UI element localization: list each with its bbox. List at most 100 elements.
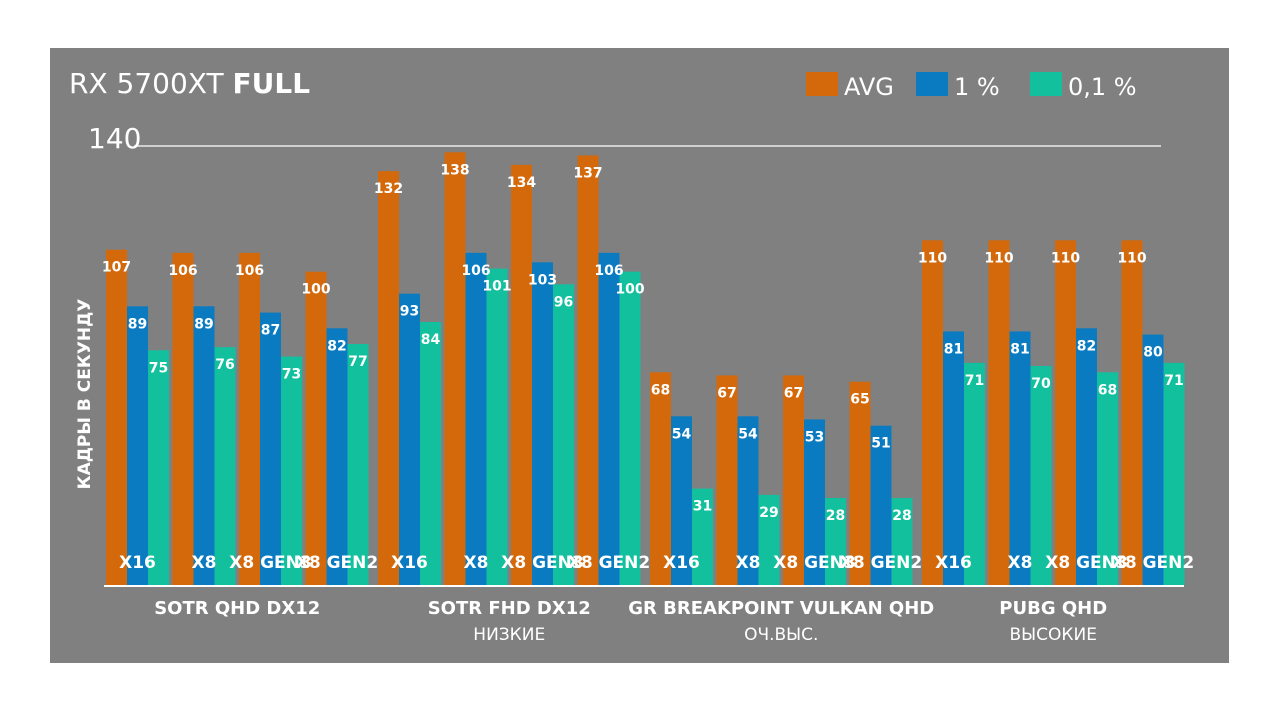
value-label-g3-c1-s2: 70 xyxy=(1031,376,1051,392)
bar-g1-c0-s2 xyxy=(420,322,441,586)
bar-g0-c3-s2 xyxy=(347,344,369,586)
category-label-g2-c2: X8 GEN3 xyxy=(773,553,855,573)
legend-swatch-0 xyxy=(806,72,838,96)
value-label-g3-c0-s0: 110 xyxy=(918,250,947,266)
value-label-g3-c0-s2: 71 xyxy=(965,373,984,389)
bar-g2-c1-s2 xyxy=(758,494,780,586)
bar-g2-c2-s2 xyxy=(825,498,846,586)
bars xyxy=(106,152,1185,587)
bar-g2-c3-s2 xyxy=(891,498,913,586)
legend: AVG 1 % 0,1 % xyxy=(806,72,1137,101)
bar-g0-c2-s0 xyxy=(239,252,260,586)
bar-g0-c1-s1 xyxy=(193,306,215,586)
category-label-g2-c3: X8 GEN2 xyxy=(840,553,922,573)
value-label-g1-c2-s1: 103 xyxy=(528,272,557,288)
bar-g2-c2-s0 xyxy=(783,375,804,586)
value-label-g2-c2-s1: 53 xyxy=(805,429,824,445)
legend-label-0: AVG xyxy=(844,73,894,101)
bar-g1-c1-s0 xyxy=(444,152,466,586)
legend-label-2: 0,1 % xyxy=(1068,73,1137,101)
bar-g1-c2-s0 xyxy=(511,164,532,586)
bar-g2-c0-s2 xyxy=(692,488,713,586)
value-label-g0-c2-s1: 87 xyxy=(261,323,280,339)
value-label-g2-c1-s1: 54 xyxy=(738,426,758,442)
bar-g0-c0-s2 xyxy=(148,350,169,586)
bar-g2-c1-s1 xyxy=(737,416,759,586)
bar-g3-c1-s0 xyxy=(988,240,1010,587)
legend-label-1: 1 % xyxy=(954,73,1000,101)
bar-g2-c3-s0 xyxy=(849,381,871,586)
bar-g2-c1-s0 xyxy=(716,375,738,586)
value-label-g2-c1-s2: 29 xyxy=(759,505,778,521)
group-label-3: PUBG QHD xyxy=(999,598,1107,619)
chart-title-regular: RX 5700XT xyxy=(69,67,224,100)
bar-g3-c1-s2 xyxy=(1030,366,1052,586)
category-label-g3-c2: X8 GEN3 xyxy=(1045,553,1127,573)
bar-g2-c3-s1 xyxy=(870,425,892,586)
bar-g1-c2-s2 xyxy=(553,284,574,586)
bar-g3-c1-s1 xyxy=(1009,331,1031,586)
category-label-g3-c0: X16 xyxy=(935,553,972,573)
chart-panel: RX 5700XT FULL AVG 1 % 0,1 % 140 КАДРЫ В С… xyxy=(50,48,1229,663)
value-label-g1-c3-s2: 100 xyxy=(615,282,644,298)
bar-g3-c0-s2 xyxy=(964,362,985,586)
value-label-g2-c3-s1: 51 xyxy=(871,436,890,452)
category-label-g1-c2: X8 GEN3 xyxy=(501,553,583,573)
value-label-g2-c0-s2: 31 xyxy=(693,499,712,515)
bar-g3-c2-s0 xyxy=(1055,240,1076,587)
group-label-1: SOTR FHD DX12 xyxy=(428,598,591,619)
bar-g0-c1-s2 xyxy=(214,347,236,586)
value-label-g0-c3-s0: 100 xyxy=(301,282,330,298)
group-label-2: GR BREAKPOINT VULKAN QHD xyxy=(628,598,934,619)
bar-g2-c2-s1 xyxy=(804,419,825,586)
group-subtitle-3: ВЫСОКИЕ xyxy=(1010,625,1097,645)
bar-g3-c3-s1 xyxy=(1142,334,1164,586)
value-label-g3-c3-s1: 80 xyxy=(1143,345,1163,361)
bar-g0-c2-s2 xyxy=(281,356,302,586)
bar-g2-c0-s0 xyxy=(650,372,671,586)
value-label-g1-c3-s0: 137 xyxy=(573,165,602,181)
value-label-g3-c2-s0: 110 xyxy=(1051,250,1080,266)
value-label-g0-c0-s0: 107 xyxy=(102,260,131,276)
bar-g0-c1-s0 xyxy=(172,252,194,586)
y-tick-label-max: 140 xyxy=(88,122,141,155)
value-label-g0-c0-s2: 75 xyxy=(149,360,168,376)
category-label-g2-c0: X16 xyxy=(663,553,700,573)
bar-g1-c2-s1 xyxy=(532,262,553,586)
value-label-g0-c1-s1: 89 xyxy=(194,316,213,332)
bar-g3-c3-s0 xyxy=(1121,240,1143,587)
chart-title: RX 5700XT FULL xyxy=(69,67,310,100)
value-label-g1-c1-s2: 101 xyxy=(482,279,511,295)
value-label-g0-c2-s0: 106 xyxy=(235,263,264,279)
bar-g3-c0-s0 xyxy=(922,240,943,587)
bar-g2-c0-s1 xyxy=(671,416,692,586)
bar-g0-c0-s1 xyxy=(127,306,148,586)
value-label-g1-c2-s0: 134 xyxy=(507,175,536,191)
category-label-g0-c2: X8 GEN3 xyxy=(229,553,311,573)
value-label-g1-c2-s2: 96 xyxy=(554,294,573,310)
value-label-g2-c0-s1: 54 xyxy=(672,426,692,442)
value-label-g2-c1-s0: 67 xyxy=(717,385,736,401)
bar-g3-c2-s1 xyxy=(1076,328,1097,586)
category-label-g0-c1: X8 xyxy=(192,553,217,573)
group-label-0: SOTR QHD DX12 xyxy=(154,598,320,619)
value-label-g1-c3-s1: 106 xyxy=(594,263,623,279)
bar-g0-c3-s0 xyxy=(305,271,327,586)
value-label-g0-c1-s2: 76 xyxy=(215,357,234,373)
value-label-g1-c0-s2: 84 xyxy=(421,332,441,348)
bar-g1-c1-s2 xyxy=(486,268,508,586)
category-label-g0-c3: X8 GEN2 xyxy=(296,553,378,573)
value-label-g3-c2-s2: 68 xyxy=(1098,382,1117,398)
value-label-g2-c3-s2: 28 xyxy=(892,508,911,524)
bar-g1-c0-s0 xyxy=(378,171,399,586)
value-label-g0-c3-s2: 77 xyxy=(348,354,367,370)
bar-g1-c1-s1 xyxy=(465,252,487,586)
bar-chart: RX 5700XT FULL AVG 1 % 0,1 % 140 КАДРЫ В С… xyxy=(69,67,1194,645)
value-label-g3-c2-s1: 82 xyxy=(1077,338,1096,354)
value-label-g3-c0-s1: 81 xyxy=(944,341,963,357)
bar-g1-c3-s2 xyxy=(619,271,641,586)
value-label-g0-c3-s1: 82 xyxy=(327,338,346,354)
value-label-g0-c0-s1: 89 xyxy=(128,316,147,332)
legend-swatch-1 xyxy=(916,72,948,96)
